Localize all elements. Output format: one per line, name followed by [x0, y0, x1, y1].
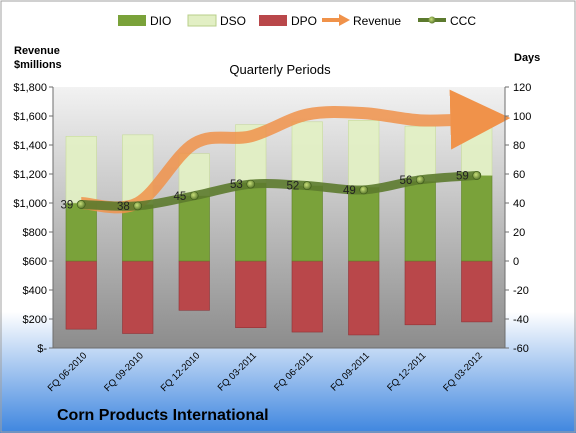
- y-right-tick-label: -20: [513, 285, 529, 297]
- revenue-line: [80, 89, 511, 214]
- bar-dpo: [178, 260, 210, 311]
- bar-dio: [404, 180, 436, 262]
- y-right-tick-label: 120: [513, 82, 531, 94]
- lines-layer: 39 38 45 53 52 49 56 59: [60, 89, 511, 214]
- bar-dio: [178, 195, 210, 262]
- bar-dio: [348, 186, 380, 262]
- y-right-tick-label: 60: [513, 169, 525, 181]
- y-left-tick-label: $1,600: [13, 111, 47, 123]
- y-left-tick-label: $-: [37, 343, 47, 355]
- bar-dpo: [404, 260, 436, 326]
- y-right-tick-label: 40: [513, 198, 525, 210]
- y-left-tick-label: $600: [23, 256, 47, 268]
- legend: DIO DSO DPO Revenue CCC: [118, 14, 476, 28]
- footer-title: Corn Products International: [57, 407, 269, 424]
- bars-layer: [65, 114, 493, 336]
- legend-marker-ccc: [428, 16, 436, 24]
- ccc-data-label: 56: [399, 175, 412, 187]
- y-left-label-line2: $millions: [14, 59, 62, 71]
- bar-dpo: [65, 260, 97, 330]
- y-left-tick-label: $1,400: [13, 140, 47, 152]
- bar-dio: [461, 175, 493, 262]
- legend-label-dpo: DPO: [291, 14, 317, 28]
- ccc-data-label: 39: [60, 199, 73, 211]
- y-left-tick-label: $400: [23, 285, 47, 297]
- bar-dio: [235, 182, 267, 262]
- y-right-tick-label: 80: [513, 140, 525, 152]
- bar-dpo: [461, 260, 493, 323]
- ccc-data-label: 53: [230, 179, 243, 191]
- ccc-data-label: 59: [456, 170, 469, 182]
- y-left-tick-label: $1,000: [13, 198, 47, 210]
- y-right-tick-label: 20: [513, 227, 525, 239]
- legend-label-revenue: Revenue: [353, 14, 401, 28]
- ccc-point: [472, 171, 482, 180]
- y-right-tick-label: 100: [513, 111, 531, 123]
- legend-swatch-dpo: [259, 15, 287, 26]
- bar-dso: [65, 136, 97, 204]
- bar-dio: [65, 202, 97, 262]
- bar-dso: [404, 125, 436, 182]
- ccc-data-label: 49: [343, 185, 356, 197]
- bar-dso: [291, 121, 323, 186]
- bar-dpo: [291, 260, 323, 333]
- legend-label-ccc: CCC: [450, 14, 476, 28]
- ccc-point: [133, 201, 143, 211]
- bar-dio: [122, 204, 154, 262]
- chart-title: Quarterly Periods: [229, 62, 331, 77]
- ccc-point: [415, 175, 425, 185]
- ccc-data-label: 45: [173, 191, 186, 203]
- y-right-tick-label: -40: [513, 314, 529, 326]
- ccc-data-label: 38: [117, 201, 130, 213]
- y-left-label-line1: Revenue: [14, 45, 60, 57]
- y-right-label: Days: [514, 52, 540, 64]
- bar-dpo: [235, 260, 267, 328]
- bar-dpo: [122, 260, 154, 334]
- y-left-tick-label: $800: [23, 227, 47, 239]
- ccc-point: [76, 200, 86, 209]
- y-right-tick-label: -60: [513, 343, 529, 355]
- legend-swatch-dio: [118, 15, 146, 26]
- bar-dpo: [348, 260, 380, 336]
- legend-label-dso: DSO: [220, 14, 246, 28]
- ccc-point: [189, 191, 199, 201]
- y-left-tick-label: $200: [23, 314, 47, 326]
- ccc-point: [359, 185, 369, 195]
- legend-arrowhead-revenue: [339, 14, 350, 26]
- y-right-tick-label: 0: [513, 256, 519, 268]
- bar-dio: [291, 185, 323, 262]
- bar-dso: [348, 120, 380, 188]
- y-left-tick-label: $1,200: [13, 169, 47, 181]
- legend-label-dio: DIO: [150, 14, 171, 28]
- y-left-tick-label: $1,800: [13, 82, 47, 94]
- ccc-point: [302, 181, 312, 190]
- legend-swatch-dso: [187, 14, 217, 27]
- ccc-point: [246, 179, 256, 189]
- ccc-data-label: 52: [286, 181, 299, 193]
- ccc-line: [76, 170, 482, 211]
